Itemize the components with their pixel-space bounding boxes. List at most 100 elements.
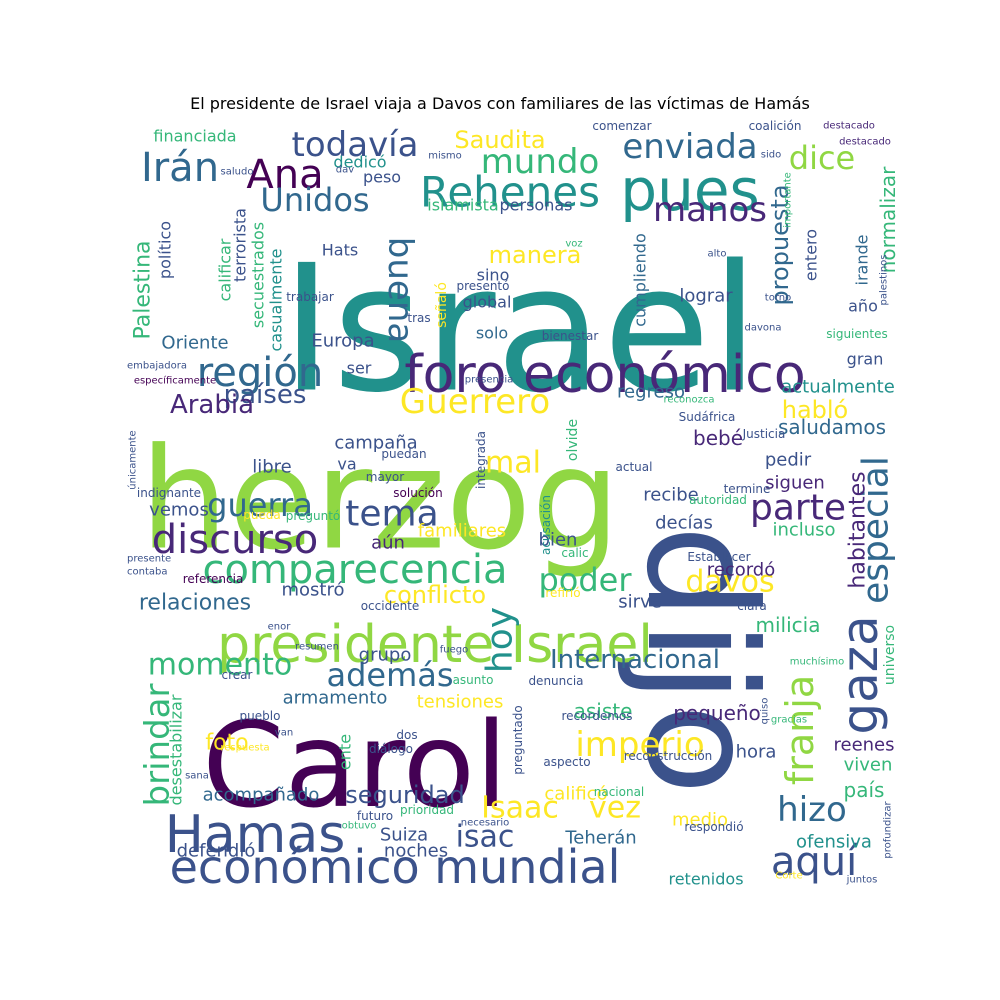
cloud-word: Justicia <box>742 427 786 441</box>
cloud-word: enviada <box>622 127 757 167</box>
cloud-word: davona <box>745 323 782 334</box>
cloud-word: defendió <box>177 841 256 862</box>
cloud-word: siguen <box>765 473 825 494</box>
cloud-word: aspecto <box>543 755 590 769</box>
cloud-word: Europa <box>311 331 374 352</box>
cloud-word: enor <box>268 622 292 633</box>
cloud-word: buena <box>380 237 420 343</box>
cloud-word: noches <box>384 841 448 862</box>
cloud-word: termine <box>724 482 771 496</box>
cloud-word: viven <box>844 755 893 776</box>
cloud-word: presidente Israel <box>217 615 653 675</box>
cloud-word: pueda <box>243 508 281 522</box>
cloud-word: presentó <box>457 279 510 293</box>
cloud-word: Palestina <box>131 240 156 339</box>
cloud-word: países <box>224 380 307 410</box>
cloud-word: denuncia <box>528 674 583 688</box>
cloud-word: libre <box>252 457 292 478</box>
cloud-word: calificar <box>216 238 235 301</box>
cloud-word: secuestrados <box>249 222 268 328</box>
cloud-word: acompañado <box>203 785 320 806</box>
cloud-word: occidente <box>361 599 420 613</box>
cloud-word: personas <box>500 196 573 215</box>
cloud-word: calic <box>561 546 588 560</box>
cloud-word: recordemos <box>562 709 633 723</box>
cloud-word: grupo <box>359 645 412 666</box>
cloud-word: gracias <box>771 715 807 726</box>
cloud-word: Corte <box>775 871 802 882</box>
cloud-word: financiada <box>153 127 236 146</box>
cloud-word: todavía <box>292 125 419 165</box>
cloud-word: seguridad <box>345 781 464 809</box>
cloud-word: región <box>197 350 324 396</box>
cloud-word: profundizar <box>883 801 894 859</box>
cloud-word: olvide <box>565 419 581 461</box>
cloud-word: importante <box>783 172 794 228</box>
cloud-word: Unidos <box>260 181 369 219</box>
cloud-word: bebé <box>693 426 743 450</box>
cloud-word: van <box>275 728 293 739</box>
cloud-word: Hats <box>322 241 358 260</box>
cloud-word: referencia <box>183 572 244 586</box>
cloud-word: conflicto <box>384 581 486 609</box>
cloud-word: quiso <box>760 698 771 725</box>
cloud-word: milicia <box>756 613 821 637</box>
cloud-word: franja <box>778 675 822 785</box>
cloud-word: sino <box>477 266 510 285</box>
cloud-word: solución <box>393 486 442 500</box>
cloud-word: Isaac <box>481 791 559 826</box>
cloud-word: manos <box>653 190 767 230</box>
cloud-word: asiste <box>574 699 633 723</box>
cloud-word: puedan <box>381 447 426 461</box>
cloud-word: reenes <box>833 735 894 756</box>
cloud-word: diálogo <box>369 742 413 756</box>
cloud-word: dice <box>789 139 855 177</box>
cloud-word: tensiones <box>417 692 504 713</box>
cloud-word: Carol <box>202 696 508 834</box>
cloud-word: dijo <box>613 525 787 795</box>
cloud-word: específicamente <box>134 375 216 387</box>
cloud-word: necesario <box>461 818 510 829</box>
cloud-word: sana <box>185 771 209 782</box>
cloud-word: únicamente <box>127 430 139 489</box>
cloud-word: respondió <box>684 820 743 834</box>
cloud-word: palestinos <box>879 255 890 306</box>
cloud-word: poder <box>538 561 632 599</box>
cloud-word: Suiza <box>380 825 428 846</box>
cloud-word: indignante <box>137 486 201 500</box>
cloud-word: pues <box>620 156 759 224</box>
cloud-word: hoy <box>480 607 521 673</box>
cloud-word: país <box>844 778 885 802</box>
cloud-word: refirió <box>545 586 580 600</box>
cloud-word: asunto <box>453 673 494 687</box>
cloud-word: hora <box>736 742 777 763</box>
cloud-word: señaló <box>434 282 450 328</box>
cloud-word: tras <box>407 311 430 325</box>
cloud-word: económico mundial <box>170 840 621 894</box>
cloud-word: obtuvo <box>342 821 377 832</box>
cloud-word: irande <box>853 235 872 286</box>
cloud-word: dedicó <box>333 153 386 172</box>
cloud-word: lograr <box>679 286 733 307</box>
cloud-word: siguientes <box>826 327 887 341</box>
cloud-word: político <box>156 221 175 279</box>
cloud-word: mal <box>485 446 541 481</box>
page-title: El presidente de Israel viaja a Davos co… <box>190 94 810 113</box>
cloud-word: Teherán <box>564 828 636 849</box>
cloud-word: vemos <box>149 500 209 521</box>
cloud-word: reconstrucción <box>624 749 713 763</box>
cloud-word: muchísimo <box>790 656 845 668</box>
cloud-word: momento <box>148 648 292 683</box>
cloud-word: propuesta <box>766 184 794 305</box>
cloud-word: normalizar <box>876 166 900 273</box>
cloud-word: ser <box>347 359 372 378</box>
cloud-word: armamento <box>283 688 388 709</box>
cloud-background <box>125 118 900 893</box>
cloud-word: recordó <box>707 560 776 581</box>
cloud-word: acusación <box>539 495 553 555</box>
cloud-word: nacional <box>594 785 645 799</box>
cloud-word: familiares <box>418 521 506 542</box>
cloud-word: prioridad <box>400 803 454 817</box>
cloud-word: comparecencia <box>202 547 507 593</box>
